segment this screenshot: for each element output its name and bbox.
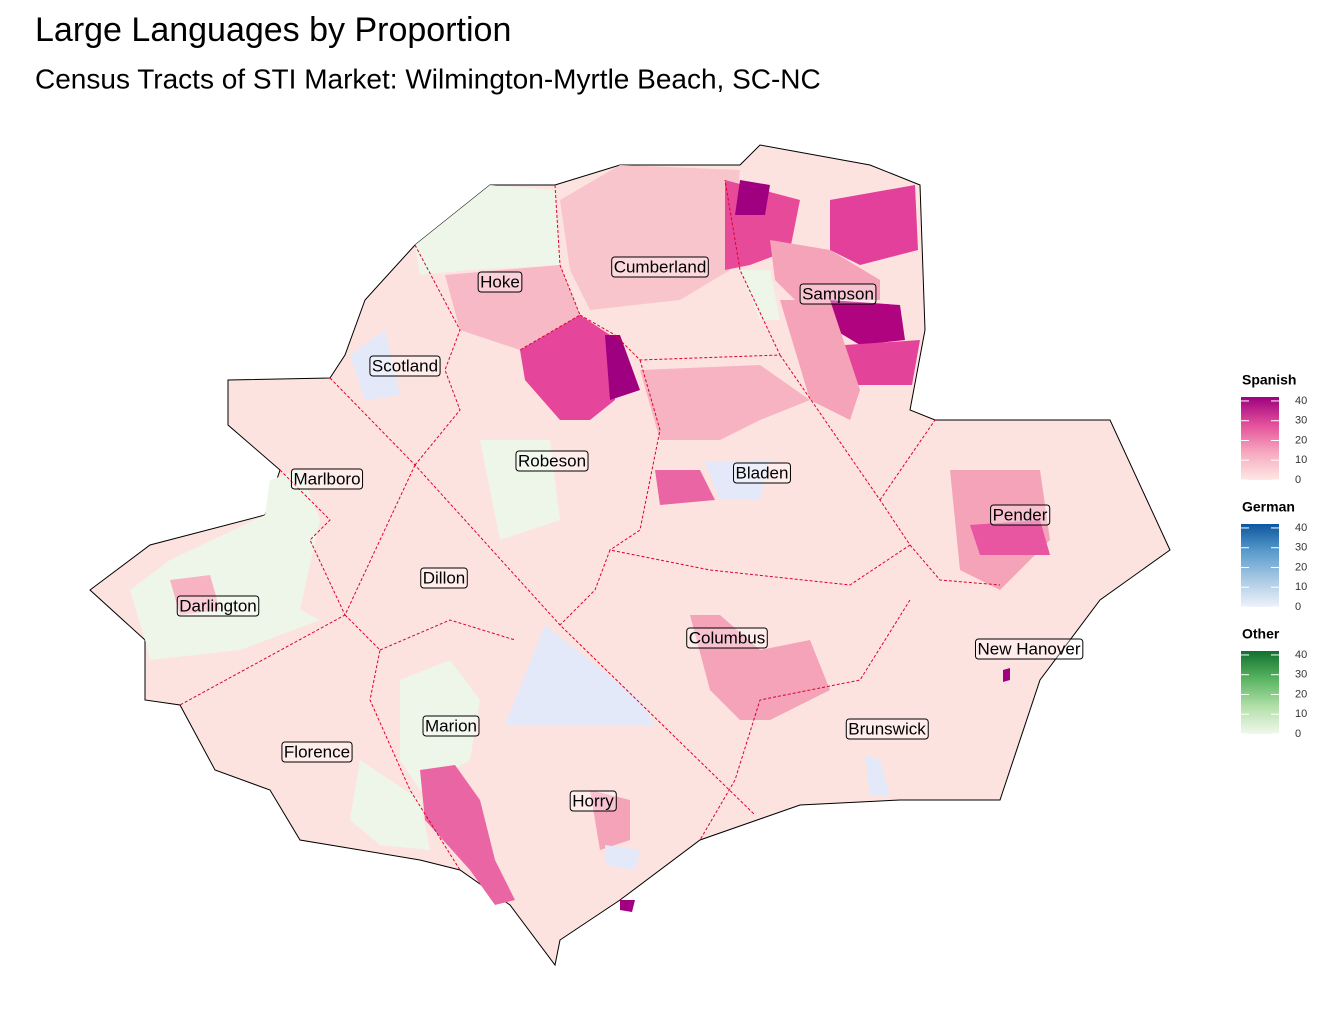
county-name: Pender xyxy=(993,505,1048,524)
county-label: Darlington xyxy=(176,595,260,617)
tick-label: 20 xyxy=(1295,561,1307,573)
county-labels: Cumberland Hoke Sampson Scotland Robeson Blad… xyxy=(176,256,1084,812)
label-box xyxy=(733,462,791,484)
county-name: Marion xyxy=(425,716,477,735)
label-box xyxy=(569,790,617,812)
map xyxy=(89,144,1171,967)
tick-label: 20 xyxy=(1295,688,1307,700)
tick-label: 30 xyxy=(1295,415,1307,427)
county-label: Columbus xyxy=(686,627,768,649)
colorbar xyxy=(1241,524,1279,607)
label-box xyxy=(990,504,1051,526)
county-name: Darlington xyxy=(179,596,257,615)
county-name: Robeson xyxy=(518,451,586,470)
label-box xyxy=(477,271,523,293)
county-label: Sampson xyxy=(799,283,877,305)
county-name: Sampson xyxy=(802,284,874,303)
label-box xyxy=(290,468,364,490)
label-box xyxy=(176,595,260,617)
label-box xyxy=(611,256,709,278)
county-label: Brunswick xyxy=(845,718,929,740)
tick-label: 40 xyxy=(1295,395,1307,407)
county-label: Scotland xyxy=(369,355,441,377)
county-name: Scotland xyxy=(372,356,438,375)
county-label: Robeson xyxy=(515,450,589,472)
county-label: Hoke xyxy=(477,271,523,293)
county-name: Brunswick xyxy=(848,719,926,738)
county-label: Marion xyxy=(422,715,480,737)
tick-label: 40 xyxy=(1295,522,1307,534)
tick-label: 30 xyxy=(1295,669,1307,681)
tick-label: 10 xyxy=(1295,581,1307,593)
county-label: Florence xyxy=(281,741,353,763)
county-name: Columbus xyxy=(689,628,766,647)
label-box xyxy=(975,638,1084,660)
county-name: Horry xyxy=(572,791,614,810)
tick-label: 40 xyxy=(1295,649,1307,661)
county-borders xyxy=(179,179,1001,871)
title: Large Languages by Proportion xyxy=(35,11,511,49)
tick-label: 0 xyxy=(1295,728,1301,740)
label-box xyxy=(799,283,877,305)
county-label: Cumberland xyxy=(611,256,709,278)
tick-label: 10 xyxy=(1295,708,1307,720)
legends: Spanish010203040German010203040Other0102… xyxy=(1241,372,1307,740)
county-name: Dillon xyxy=(423,568,466,587)
county-name: Hoke xyxy=(480,272,520,291)
county-name: New Hanover xyxy=(978,639,1081,658)
tick-label: 20 xyxy=(1295,434,1307,446)
county-label: Dillon xyxy=(420,567,468,589)
tick-label: 30 xyxy=(1295,542,1307,554)
county-name: Cumberland xyxy=(614,257,707,276)
county-label: Pender xyxy=(990,504,1051,526)
colorbar xyxy=(1241,397,1279,480)
legend-title: Spanish xyxy=(1242,372,1296,388)
county-name: Florence xyxy=(284,742,350,761)
county-label: Horry xyxy=(569,790,617,812)
tick-label: 0 xyxy=(1295,601,1301,613)
colorbar xyxy=(1241,651,1279,734)
legend-title: Other xyxy=(1242,626,1280,642)
label-box xyxy=(515,450,589,472)
legend-title: German xyxy=(1242,499,1295,515)
label-box xyxy=(369,355,441,377)
county-label: Marlboro xyxy=(290,468,364,490)
tick-label: 10 xyxy=(1295,454,1307,466)
tick-label: 0 xyxy=(1295,474,1301,486)
county-name: Bladen xyxy=(736,463,789,482)
label-box xyxy=(420,567,468,589)
tract-fills xyxy=(130,165,1050,912)
label-box xyxy=(422,715,480,737)
county-label: New Hanover xyxy=(975,638,1084,660)
county-name: Marlboro xyxy=(293,469,360,488)
subtitle: Census Tracts of STI Market: Wilmington-… xyxy=(35,63,821,94)
label-box xyxy=(686,627,768,649)
county-label: Bladen xyxy=(733,462,791,484)
label-box xyxy=(845,718,929,740)
label-box xyxy=(281,741,353,763)
